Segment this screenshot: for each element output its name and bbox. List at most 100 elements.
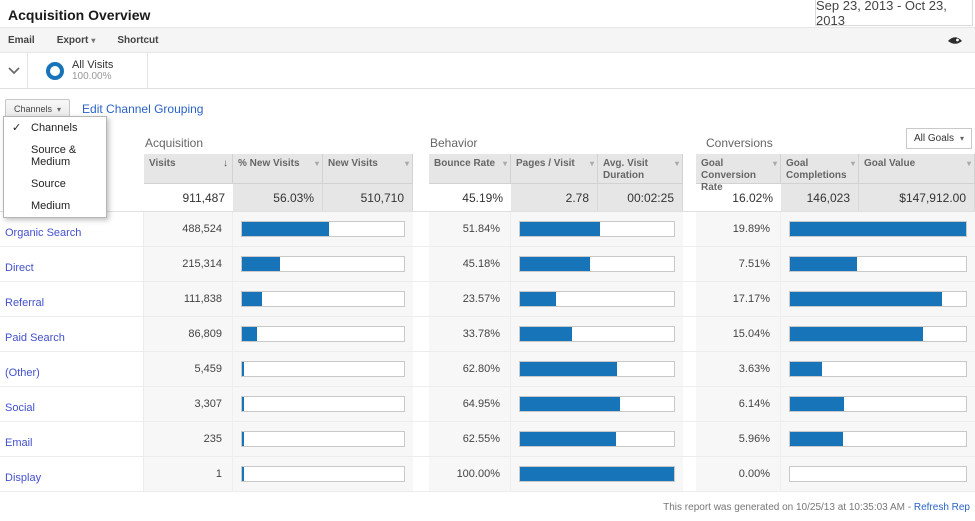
goal-conversion-rate-bar <box>781 282 975 316</box>
bounce-rate-value: 100.00% <box>429 457 511 491</box>
channel-link[interactable]: Referral <box>5 297 45 309</box>
bounce-rate-bar <box>511 422 683 456</box>
bounce-rate-bar <box>511 317 683 351</box>
visits-value: 1 <box>144 457 233 491</box>
header-goal-completions[interactable]: Goal Completions ▾ <box>781 154 859 184</box>
goal-conversion-rate-value: 5.96% <box>696 422 781 456</box>
intelligence-eye-icon[interactable] <box>947 34 963 52</box>
goal-conversion-rate-value: 17.17% <box>696 282 781 316</box>
visits-bar <box>233 457 413 491</box>
shortcut-button[interactable]: Shortcut <box>117 34 159 46</box>
chevron-down-icon: ▾ <box>57 104 62 114</box>
visits-bar <box>233 387 413 421</box>
section-gap <box>683 212 696 246</box>
summary-row: 911,487 56.03% 510,710 45.19% 2.78 00:02… <box>0 184 975 212</box>
bounce-rate-bar <box>511 387 683 421</box>
visits-bar <box>233 247 413 281</box>
controls-row: Channels ▾ Edit Channel Grouping <box>5 98 975 120</box>
summary-goal-value: $147,912.00 <box>859 184 975 211</box>
visits-value: 3,307 <box>144 387 233 421</box>
goal-conversion-rate-bar <box>781 247 975 281</box>
table-row: Email 235 62.55% 5.96% <box>0 422 975 457</box>
table-row: (Other) 5,459 62.80% 3.63% <box>0 352 975 387</box>
header-goal-value[interactable]: Goal Value ▾ <box>859 154 975 184</box>
summary-pages-visit: 2.78 <box>511 184 598 211</box>
export-button[interactable]: Export ▾ <box>56 34 96 46</box>
segment-collapse-button[interactable] <box>0 53 28 88</box>
channel-link[interactable]: (Other) <box>5 367 40 379</box>
header-pages-visit[interactable]: Pages / Visit ▾ <box>511 154 598 184</box>
section-gap <box>683 387 696 421</box>
summary-goal-completions: 146,023 <box>781 184 859 211</box>
channel-link[interactable]: Organic Search <box>5 227 82 239</box>
bounce-rate-value: 62.80% <box>429 352 511 386</box>
header-bounce-rate[interactable]: Bounce Rate ▾ <box>429 154 511 184</box>
edit-channel-grouping-link[interactable]: Edit Channel Grouping <box>82 102 204 116</box>
visits-value: 111,838 <box>144 282 233 316</box>
summary-avg-duration: 00:02:25 <box>598 184 683 211</box>
visits-value: 215,314 <box>144 247 233 281</box>
table-row: Social 3,307 64.95% 6.14% <box>0 387 975 422</box>
header-pct-new-visits[interactable]: % New Visits ▾ <box>233 154 323 184</box>
date-range-selector[interactable]: Sep 23, 2013 - Oct 23, 2013 <box>815 0 973 28</box>
channel-link[interactable]: Social <box>5 402 35 414</box>
refresh-report-link[interactable]: Refresh Rep <box>913 502 970 513</box>
menu-item-medium[interactable]: Medium <box>31 200 71 212</box>
visits-bar <box>233 352 413 386</box>
menu-item-source[interactable]: Source <box>31 178 66 190</box>
bounce-rate-value: 51.84% <box>429 212 511 246</box>
bounce-rate-value: 45.18% <box>429 247 511 281</box>
header-avg-visit-duration[interactable]: Avg. Visit Duration ▾ <box>598 154 683 184</box>
header-new-visits[interactable]: New Visits ▾ <box>323 154 413 184</box>
visits-value: 5,459 <box>144 352 233 386</box>
title-band: Acquisition Overview Sep 23, 2013 - Oct … <box>0 0 975 28</box>
goal-conversion-rate-value: 7.51% <box>696 247 781 281</box>
header-goal-conversion-rate[interactable]: Goal Conversion Rate ▾ <box>696 154 781 193</box>
channel-link[interactable]: Display <box>5 472 42 484</box>
menu-item-source-medium[interactable]: Source & Medium <box>31 144 77 168</box>
visits-value: 488,524 <box>144 212 233 246</box>
section-gap <box>413 422 429 456</box>
column-header-row: Visits ↓ % New Visits ▾ New Visits ▾ Bounce… <box>0 154 975 193</box>
sort-descending-icon: ↓ <box>223 158 228 169</box>
header-visits[interactable]: Visits ↓ <box>144 154 233 184</box>
page-title: Acquisition Overview <box>8 7 151 23</box>
segment-name: All Visits <box>72 59 114 71</box>
bounce-rate-value: 64.95% <box>429 387 511 421</box>
bounce-rate-value: 33.78% <box>429 317 511 351</box>
channels-table: Acquisition Behavior Conversions All Goa… <box>0 128 975 492</box>
bounce-rate-bar <box>511 212 683 246</box>
acquisition-section-label: Acquisition <box>145 136 204 150</box>
segment-percent: 100.00% <box>72 71 112 82</box>
channel-link[interactable]: Direct <box>5 262 34 274</box>
section-gap <box>413 352 429 386</box>
table-row: Referral 111,838 23.57% 17.17% <box>0 282 975 317</box>
chevron-down-icon: ▾ <box>314 159 319 168</box>
bounce-rate-value: 23.57% <box>429 282 511 316</box>
table-row: Display 1 100.00% 0.00% <box>0 457 975 492</box>
section-gap <box>413 317 429 351</box>
goal-conversion-rate-bar <box>781 387 975 421</box>
chevron-down-icon: ▾ <box>850 159 855 168</box>
channel-link[interactable]: Email <box>5 437 33 449</box>
goal-conversion-rate-bar <box>781 212 975 246</box>
bounce-rate-value: 62.55% <box>429 422 511 456</box>
table-rows: Organic Search 488,524 51.84% 19.89% Dire… <box>0 212 975 492</box>
segment-all-visits[interactable]: All Visits 100.00% <box>38 53 148 88</box>
bounce-rate-bar <box>511 282 683 316</box>
section-gap <box>413 247 429 281</box>
table-row: Paid Search 86,809 33.78% 15.04% <box>0 317 975 352</box>
bounce-rate-bar <box>511 247 683 281</box>
summary-pct-new-visits: 56.03% <box>233 184 323 211</box>
channel-link[interactable]: Paid Search <box>5 332 65 344</box>
section-gap <box>683 154 696 184</box>
goal-conversion-rate-value: 3.63% <box>696 352 781 386</box>
chevron-down-icon: ▾ <box>589 159 594 168</box>
all-goals-selector[interactable]: All Goals ▾ <box>905 128 972 149</box>
section-gap <box>413 387 429 421</box>
menu-item-channels[interactable]: ✓ Channels <box>12 122 78 134</box>
email-button[interactable]: Email <box>8 34 35 46</box>
chevron-down-icon: ▾ <box>404 159 409 168</box>
chevron-down-icon <box>7 66 20 74</box>
toolbar: Email Export ▾ Shortcut <box>0 27 975 53</box>
